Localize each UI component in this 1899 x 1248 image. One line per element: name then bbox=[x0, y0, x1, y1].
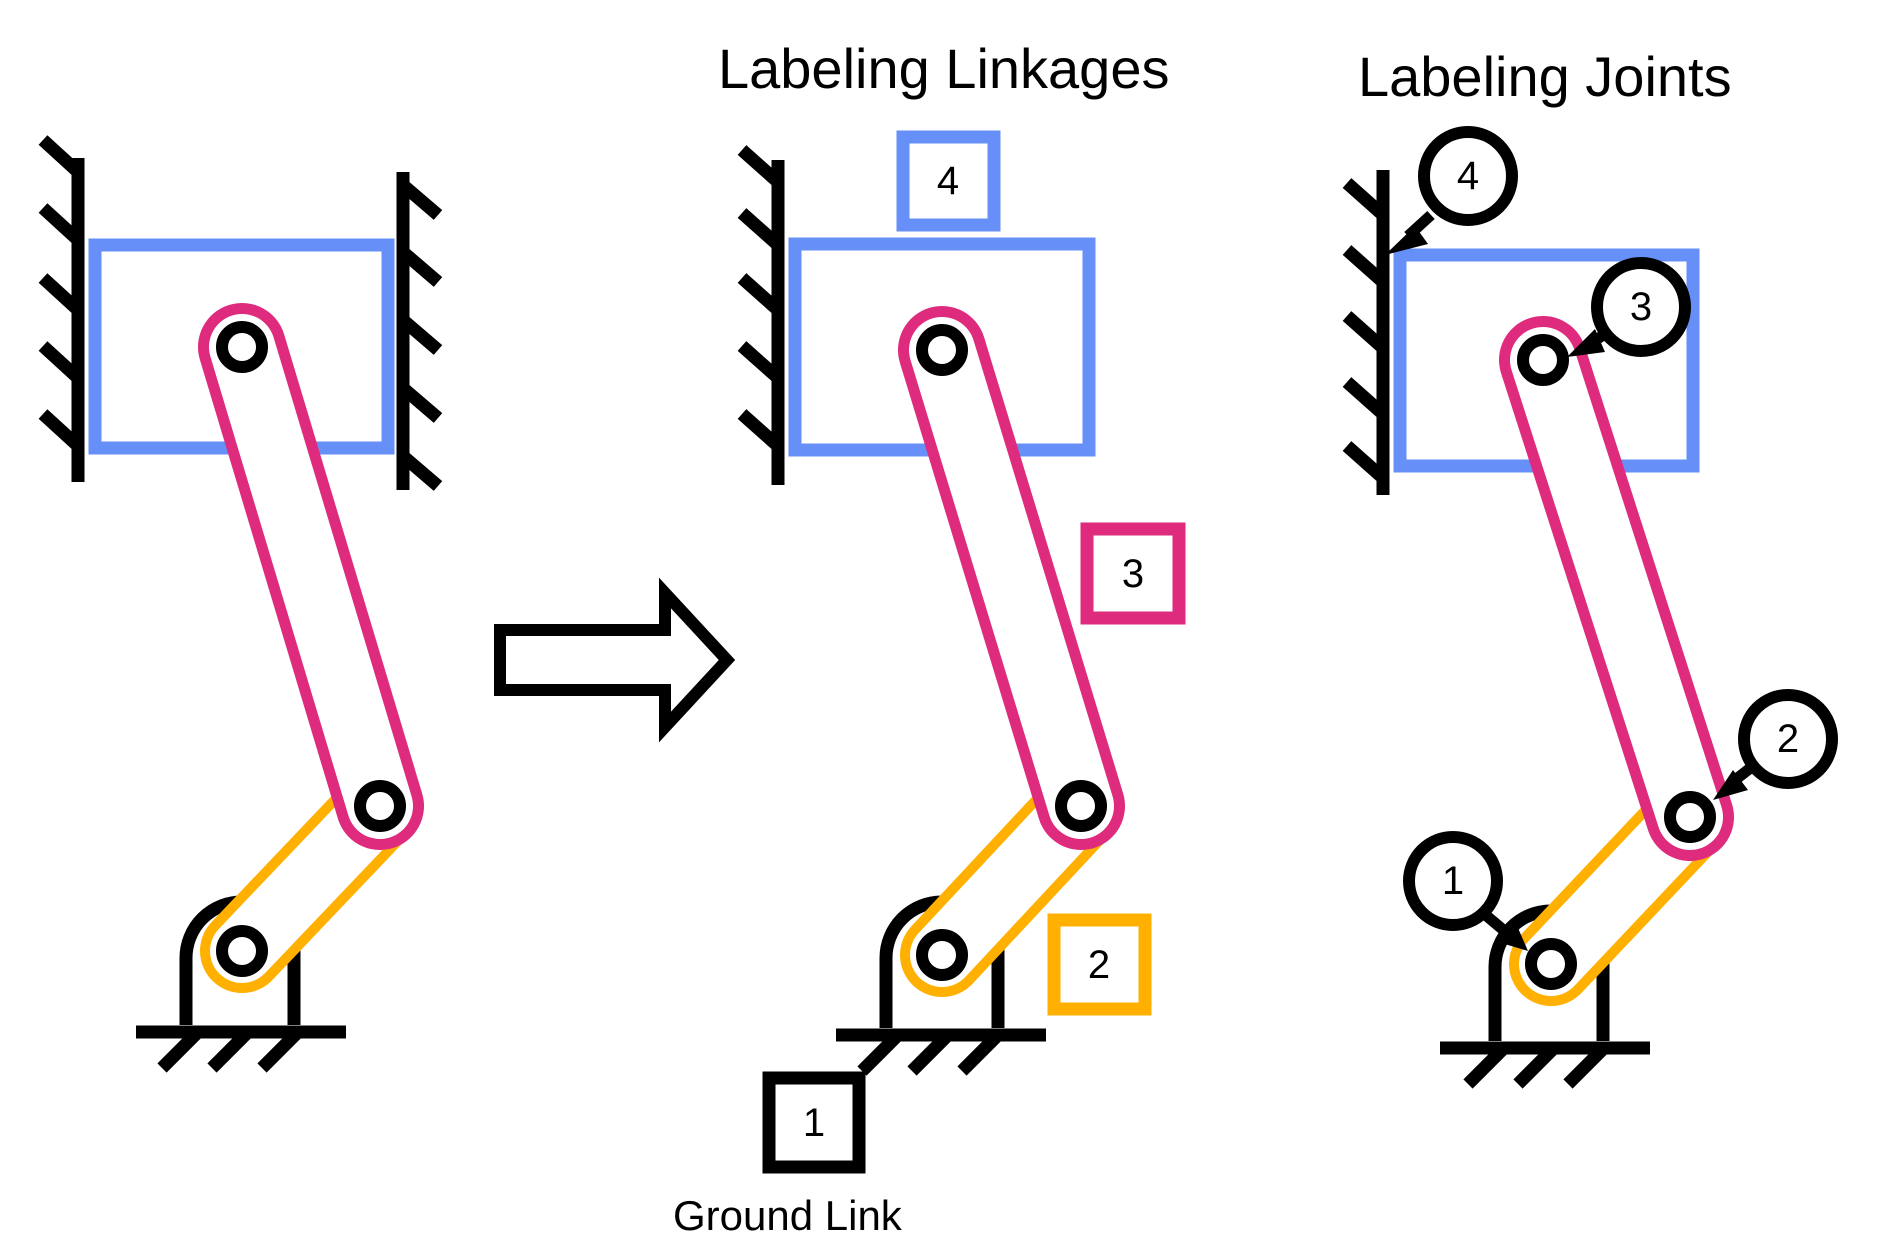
svg-text:4: 4 bbox=[1457, 154, 1479, 198]
link-label-2: 2 bbox=[1047, 913, 1152, 1016]
pointer-arrow-icon bbox=[1567, 329, 1605, 357]
link-label-3: 3 bbox=[1080, 522, 1186, 625]
link-label-4: 4 bbox=[896, 130, 1001, 232]
pin-joint bbox=[1055, 780, 1107, 832]
pointer-arrow-icon bbox=[1498, 921, 1528, 951]
svg-text:3: 3 bbox=[1630, 285, 1652, 329]
transform-arrow-icon bbox=[494, 577, 736, 743]
link-label-1: 1 bbox=[762, 1071, 866, 1174]
pin-joint bbox=[1664, 791, 1716, 843]
svg-text:1: 1 bbox=[1442, 859, 1464, 903]
joint-label-3: 3 bbox=[1567, 257, 1691, 357]
pin-joint bbox=[216, 321, 268, 373]
svg-text:2: 2 bbox=[1088, 943, 1110, 987]
pin-joints bbox=[1517, 334, 1716, 990]
pin-joint bbox=[1517, 334, 1569, 386]
connecting-rod bbox=[198, 303, 424, 850]
joint-label-4: 4 bbox=[1385, 126, 1518, 255]
connecting-rod bbox=[1499, 316, 1734, 861]
connecting-rod bbox=[898, 306, 1125, 850]
joint-label-1: 1 bbox=[1403, 831, 1528, 951]
joint-label-2: 2 bbox=[1713, 689, 1838, 800]
pin-joint bbox=[216, 925, 268, 977]
title-labeling-linkages: Labeling Linkages bbox=[718, 37, 1169, 100]
guide-wall bbox=[1342, 170, 1390, 495]
right-guide-wall bbox=[396, 172, 443, 491]
linkage-labeled-mechanism: 4 3 2 1 bbox=[737, 130, 1186, 1174]
original-mechanism bbox=[38, 135, 443, 1073]
pointer-arrow-icon bbox=[1385, 226, 1428, 255]
svg-text:1: 1 bbox=[803, 1101, 825, 1145]
pin-joints bbox=[916, 324, 1107, 981]
svg-text:2: 2 bbox=[1777, 717, 1799, 761]
pin-joint bbox=[354, 780, 406, 832]
joint-labeled-mechanism: 4 3 2 1 bbox=[1342, 126, 1838, 1089]
svg-text:4: 4 bbox=[937, 159, 959, 203]
pointer-arrow-icon bbox=[1713, 770, 1748, 800]
guide-wall bbox=[737, 145, 785, 485]
title-labeling-joints: Labeling Joints bbox=[1358, 45, 1732, 108]
left-guide-wall bbox=[38, 135, 85, 482]
pin-joint bbox=[916, 324, 968, 376]
pin-joints bbox=[216, 321, 406, 977]
ground-link-caption: Ground Link bbox=[673, 1192, 903, 1239]
svg-text:3: 3 bbox=[1122, 552, 1144, 596]
pin-joint bbox=[1525, 938, 1577, 990]
pin-joint bbox=[916, 929, 968, 981]
